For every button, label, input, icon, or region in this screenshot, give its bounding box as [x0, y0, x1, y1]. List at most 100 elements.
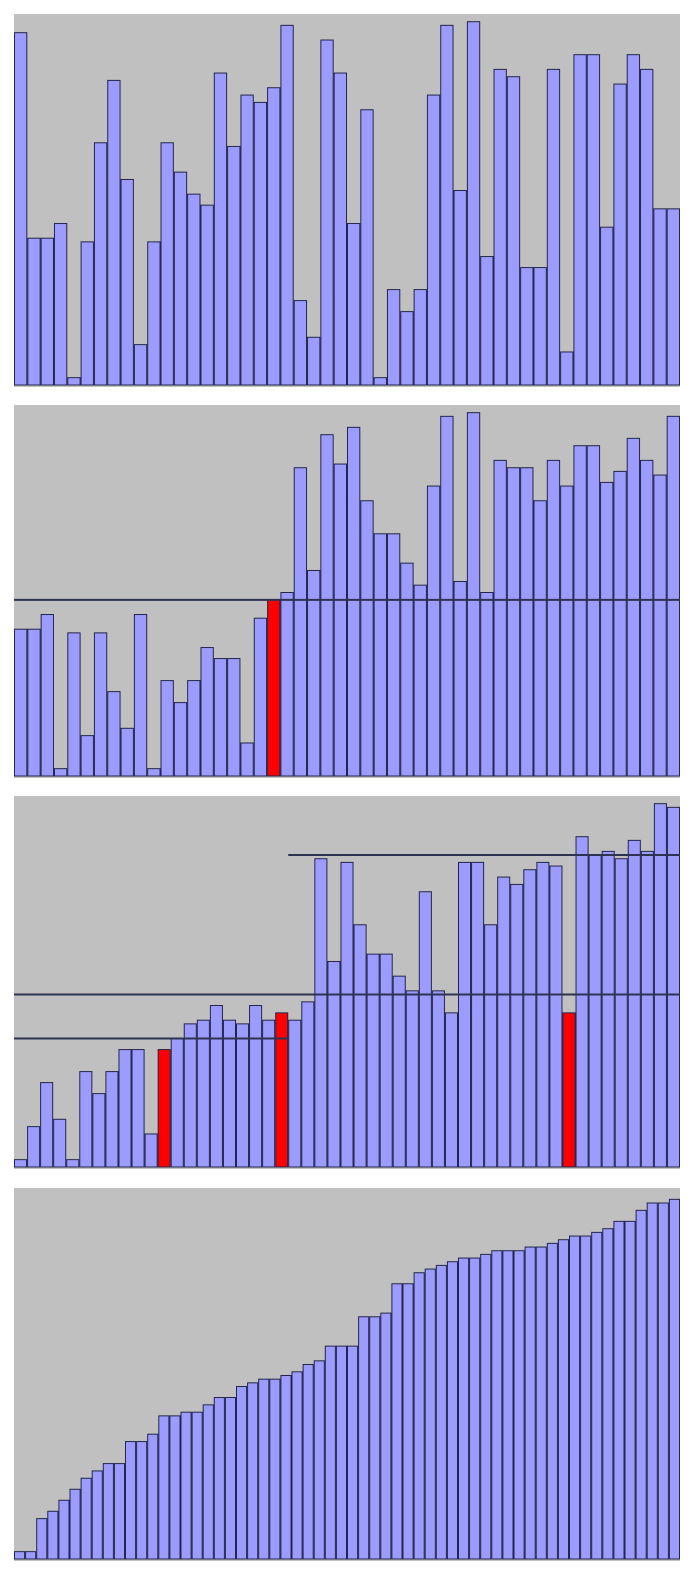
bar: [626, 54, 641, 386]
bar: [586, 54, 601, 386]
bar: [510, 883, 524, 1168]
bar: [183, 1023, 197, 1168]
bar: [118, 1049, 132, 1168]
bar: [533, 500, 547, 777]
bar: [600, 226, 614, 386]
bar: [27, 628, 41, 777]
bar: [314, 858, 328, 1168]
bar: [249, 1005, 263, 1168]
bar: [213, 1397, 225, 1560]
bar: [25, 1551, 37, 1560]
bar: [386, 533, 401, 777]
bar: [435, 1264, 447, 1560]
bar: [533, 267, 547, 386]
bar: [573, 54, 587, 386]
bar: [413, 1272, 425, 1560]
bar: [653, 803, 667, 1168]
bar: [402, 1283, 414, 1560]
bar: [613, 1220, 625, 1560]
bar: [293, 300, 308, 386]
bar: [120, 727, 134, 777]
bar: [227, 658, 241, 777]
bar: [288, 1019, 302, 1168]
bar: [80, 241, 94, 386]
bar: [280, 24, 294, 386]
bar: [40, 1082, 54, 1168]
bar: [267, 87, 281, 386]
bar: [236, 1386, 248, 1560]
bar: [14, 1159, 28, 1168]
bar: [506, 467, 521, 777]
bar: [301, 1001, 315, 1168]
bar: [613, 470, 627, 777]
bar: [424, 1268, 436, 1560]
bar: [93, 632, 108, 777]
pivot-bar: [267, 599, 281, 777]
bar: [640, 459, 654, 777]
bar: [120, 178, 134, 386]
bar: [107, 691, 121, 777]
chart-panel-1: [14, 14, 680, 387]
bar: [80, 735, 94, 777]
bar: [313, 1360, 325, 1560]
bar: [333, 72, 347, 386]
bar: [353, 924, 367, 1168]
bar: [253, 617, 268, 777]
bar: [47, 1510, 59, 1560]
bar: [369, 1316, 381, 1560]
bar: [335, 1345, 347, 1560]
bar: [105, 1071, 119, 1168]
bar: [58, 1499, 70, 1560]
bar: [471, 861, 485, 1168]
bar: [546, 1242, 558, 1560]
bar: [180, 1411, 192, 1560]
bar: [53, 223, 68, 386]
bar: [614, 858, 628, 1168]
bar: [320, 39, 334, 386]
bar: [653, 208, 667, 386]
bar: [224, 1397, 236, 1560]
bar: [391, 1283, 403, 1560]
bar: [573, 445, 587, 777]
bar: [480, 1253, 492, 1560]
bar: [133, 344, 148, 386]
bar: [107, 79, 121, 386]
bar: [666, 806, 680, 1168]
bar: [102, 1463, 114, 1560]
pivot-bar: [157, 1049, 171, 1168]
bar: [40, 237, 54, 386]
bar: [373, 533, 387, 777]
bar: [580, 1235, 592, 1560]
bar: [14, 32, 28, 386]
bar: [67, 632, 81, 777]
bar: [327, 960, 341, 1168]
bar: [653, 474, 667, 777]
bar: [520, 267, 534, 386]
bar: [27, 1126, 41, 1168]
bar: [426, 94, 441, 386]
bar: [125, 1441, 137, 1560]
bar: [291, 1371, 303, 1560]
bar: [520, 467, 534, 777]
bar: [40, 614, 54, 777]
bar: [360, 500, 374, 777]
bar: [113, 1463, 126, 1560]
bar: [136, 1441, 148, 1560]
bar: [227, 145, 241, 386]
bar: [413, 584, 427, 777]
bar: [588, 854, 602, 1168]
bar: [253, 101, 268, 386]
bar: [69, 1488, 81, 1560]
bar: [386, 289, 401, 386]
bar: [307, 336, 321, 386]
bar: [466, 412, 481, 777]
bar: [440, 415, 454, 777]
bar-chart-2: [14, 405, 680, 778]
bar: [14, 1551, 26, 1560]
bar: [202, 1404, 214, 1560]
chart-panel-2: [14, 405, 680, 778]
bar: [458, 861, 472, 1168]
bar: [92, 1093, 106, 1168]
bar: [440, 24, 454, 386]
bar: [446, 1261, 458, 1560]
